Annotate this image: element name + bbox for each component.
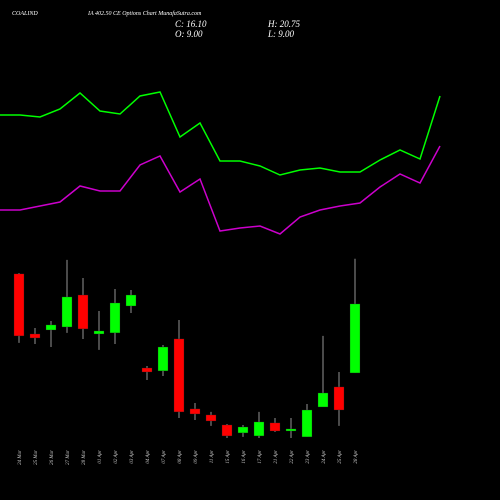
low-label: L: 9.00	[267, 29, 295, 39]
chart-subtitle: IA 402.50 CE Options Chart MunafaSutra.c…	[87, 10, 202, 17]
x-tick-label: 07 Apr	[162, 450, 167, 464]
close-label: C: 16.10	[175, 19, 207, 29]
x-tick-label: 26 Mar	[50, 450, 55, 465]
x-tick-label: 15 Apr	[226, 450, 231, 464]
x-tick-label: 28 Apr	[354, 450, 359, 464]
candle-body	[109, 302, 121, 334]
candle-body	[301, 409, 313, 438]
candle-body	[13, 273, 25, 337]
candle-body	[205, 414, 217, 422]
x-tick-label: 27 Mar	[66, 450, 71, 465]
x-tick-label: 01 Apr	[98, 450, 103, 464]
candle-body	[285, 428, 297, 432]
candle-body	[349, 303, 361, 374]
candle-body	[141, 367, 153, 373]
chart-title: COALIND	[12, 11, 38, 17]
x-tick-label: 22 Apr	[290, 450, 295, 464]
x-tick-label: 17 Apr	[258, 450, 263, 464]
candle-body	[93, 330, 105, 335]
candle-body	[317, 392, 329, 408]
high-label: H: 20.75	[267, 19, 300, 29]
x-tick-label: 09 Apr	[194, 450, 199, 464]
x-tick-label: 25 Apr	[338, 450, 343, 464]
open-label: O: 9.00	[175, 29, 203, 39]
candle-body	[125, 294, 137, 307]
candle-body	[237, 426, 249, 434]
x-tick-label: 28 Mar	[82, 450, 87, 465]
x-tick-label: 21 Apr	[274, 450, 279, 464]
x-tick-label: 02 Apr	[114, 450, 119, 464]
x-tick-label: 25 Mar	[34, 450, 39, 465]
x-tick-label: 23 Apr	[306, 450, 311, 464]
candle-body	[189, 408, 201, 415]
candle-body	[157, 346, 169, 372]
candle-body	[61, 296, 73, 328]
indicator-line	[0, 91, 441, 176]
candle-body	[173, 338, 185, 413]
x-tick-label: 04 Apr	[146, 450, 151, 464]
candle-body	[77, 294, 89, 330]
x-tick-label: 16 Apr	[242, 450, 247, 464]
indicator-line	[0, 145, 441, 235]
x-tick-label: 08 Apr	[178, 450, 183, 464]
candle-body	[221, 424, 233, 437]
candle-body	[333, 386, 345, 411]
x-tick-label: 24 Apr	[322, 450, 327, 464]
x-tick-label: 11 Apr	[210, 450, 215, 463]
candle-body	[269, 422, 281, 432]
candle-body	[29, 333, 41, 339]
candle-body	[253, 421, 265, 437]
x-tick-label: 24 Mar	[18, 450, 23, 465]
x-tick-label: 03 Apr	[130, 450, 135, 464]
candle-body	[45, 324, 57, 331]
